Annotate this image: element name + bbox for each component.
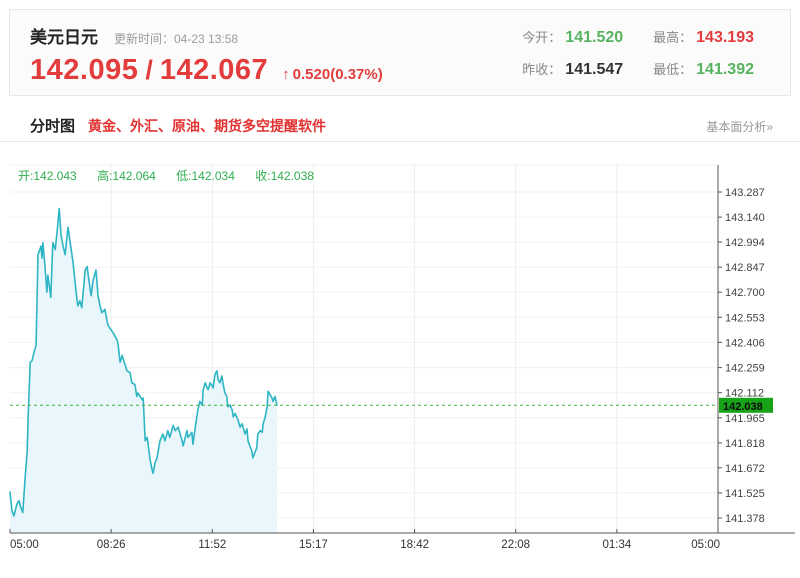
svg-text:142.994: 142.994 (725, 237, 765, 249)
price-separator: / (145, 55, 153, 85)
daily-stats: 今开： 141.520 最高： 143.193 昨收： 141.547 最低： … (522, 10, 790, 95)
svg-text:08:26: 08:26 (97, 539, 126, 551)
ohlc-open: 开:142.043 (18, 169, 77, 183)
svg-text:143.287: 143.287 (725, 187, 765, 199)
up-arrow-icon: ↑ (282, 66, 290, 83)
fundamental-analysis-link[interactable]: 基本面分析» (706, 120, 773, 134)
ohlc-high: 高:142.064 (97, 169, 156, 183)
svg-text:143.140: 143.140 (725, 212, 765, 224)
svg-text:15:17: 15:17 (299, 539, 328, 551)
svg-text:142.406: 142.406 (725, 337, 765, 349)
stat-prev-close: 昨收： 141.547 (522, 60, 624, 78)
ohlc-low: 低:142.034 (176, 169, 235, 183)
intraday-chart[interactable]: 143.287 143.140 142.994 142.847 142.700 142.5… (0, 148, 800, 578)
ohlc-info: 开:142.043 高:142.064 低:142.034 收:142.038 (18, 167, 331, 184)
quote-left: 美元日元 更新时间：04-23 13:58 142.095 / 142.067 … (10, 10, 383, 95)
svg-text:01:34: 01:34 (603, 539, 632, 551)
bid-price: 142.095 (30, 54, 139, 86)
price-chart-canvas[interactable]: 143.287 143.140 142.994 142.847 142.700 142.5… (0, 148, 800, 578)
svg-text:05:00: 05:00 (10, 539, 39, 551)
ask-price: 142.067 (159, 54, 269, 86)
ohlc-close: 收:142.038 (255, 169, 314, 183)
svg-text:141.525: 141.525 (725, 488, 765, 500)
svg-text:18:42: 18:42 (400, 539, 429, 551)
update-time: 更新时间：04-23 13:58 (114, 32, 239, 46)
quote-prices: 142.095 / 142.067 ↑ 0.520(0.37%) (30, 54, 383, 87)
promo-link[interactable]: 黄金、外汇、原油、期货多空提醒软件 (88, 118, 326, 134)
pair-title: 美元日元 (30, 28, 98, 47)
tab-intraday[interactable]: 分时图 (30, 118, 76, 135)
svg-text:142.259: 142.259 (725, 363, 765, 375)
svg-text:141.965: 141.965 (725, 413, 765, 425)
stat-low: 最低： 141.392 (653, 60, 754, 78)
chart-tabbar: 分时图 黄金、外汇、原油、期货多空提醒软件 基本面分析» (0, 107, 800, 142)
svg-text:141.378: 141.378 (725, 513, 765, 525)
svg-text:22:08: 22:08 (501, 539, 530, 551)
change-value: 0.520(0.37%) (292, 66, 383, 83)
svg-text:141.672: 141.672 (725, 463, 765, 475)
stat-open: 今开： 141.520 (522, 28, 624, 46)
stat-high: 最高： 143.193 (653, 28, 754, 46)
quote-header: 美元日元 更新时间：04-23 13:58 142.095 / 142.067 … (9, 9, 791, 96)
svg-text:141.818: 141.818 (725, 438, 765, 450)
svg-text:11:52: 11:52 (198, 539, 226, 551)
svg-text:142.038: 142.038 (723, 401, 763, 413)
svg-text:05:00: 05:00 (691, 539, 720, 551)
svg-text:142.847: 142.847 (725, 262, 765, 274)
svg-text:142.700: 142.700 (725, 287, 765, 299)
svg-text:142.112: 142.112 (725, 388, 764, 400)
svg-text:142.553: 142.553 (725, 312, 765, 324)
